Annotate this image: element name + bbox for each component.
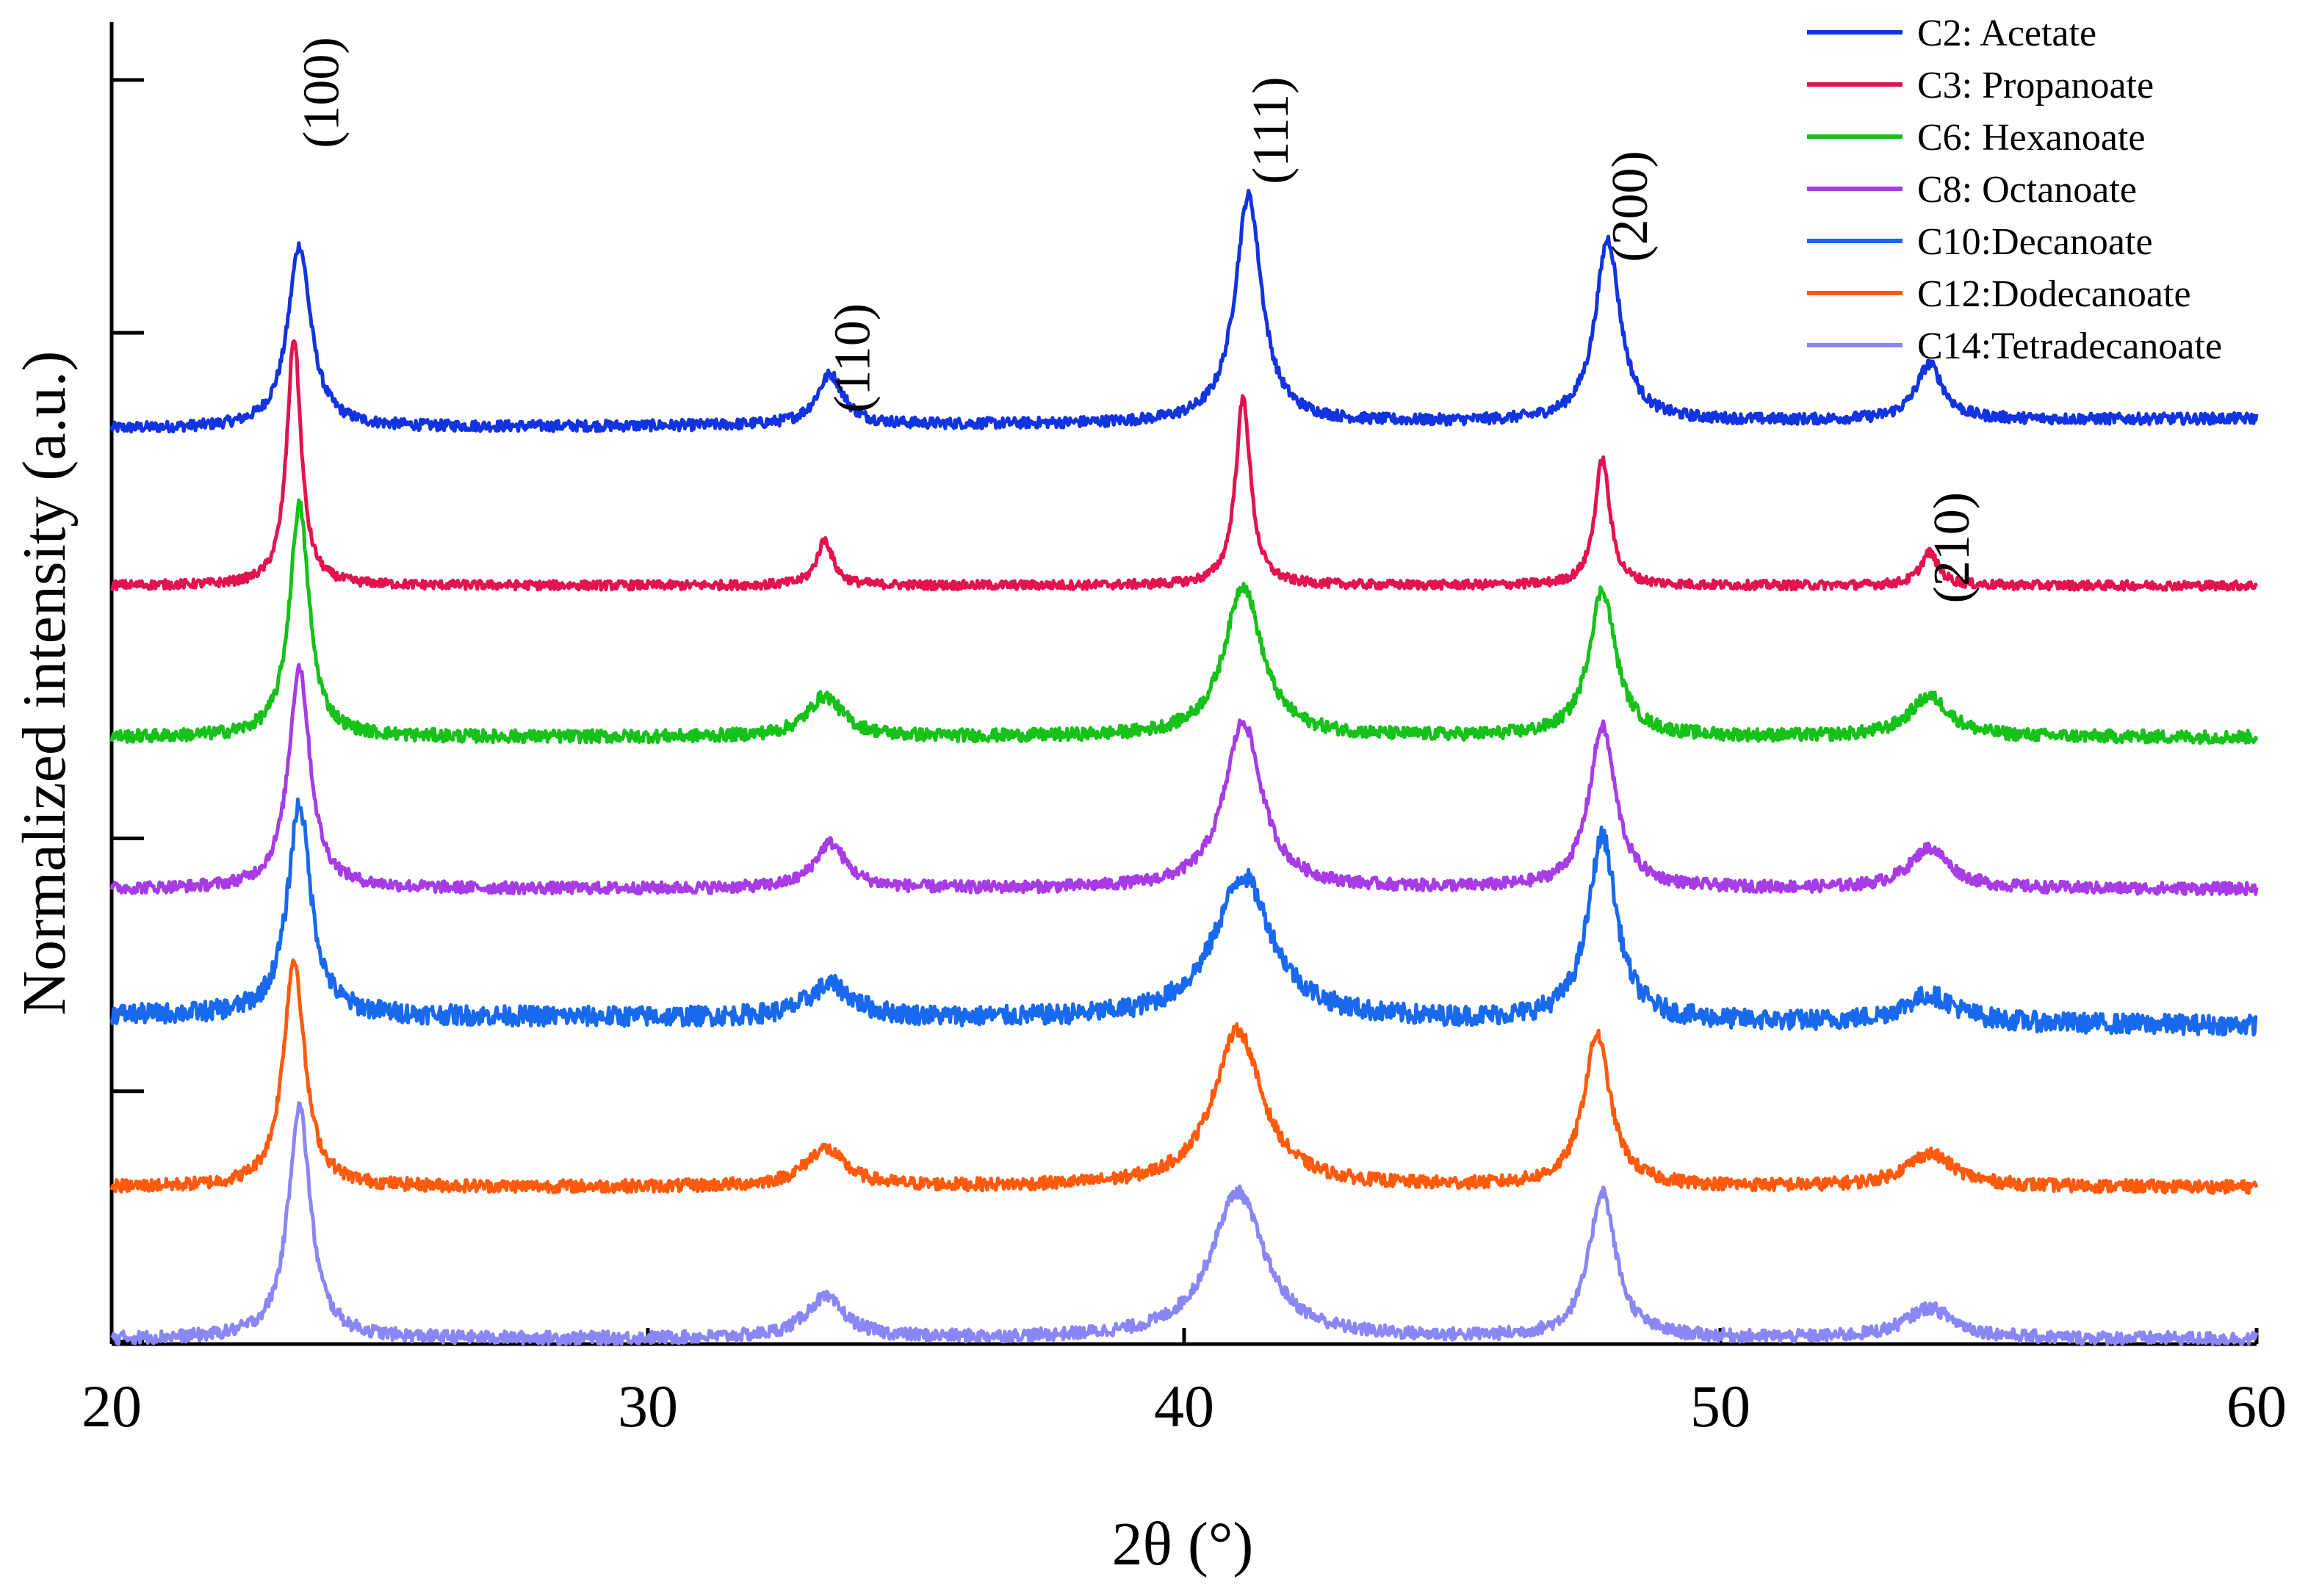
peak-labels: (100) (110) (111) (200) (210) xyxy=(294,37,1980,603)
x-tick-label: 60 xyxy=(2226,1373,2287,1440)
x-tick-label: 30 xyxy=(618,1373,678,1440)
legend-label: C8: Octanoate xyxy=(1917,169,2137,211)
peak-label: (200) xyxy=(1602,151,1659,262)
peak-label: (100) xyxy=(294,37,350,148)
x-tick-label: 50 xyxy=(1690,1373,1750,1440)
series-line-c3-propanoate xyxy=(110,339,2259,592)
series-line-c6-hexanoate xyxy=(109,498,2259,745)
peak-label: (110) xyxy=(824,303,881,413)
series-line-c10-decanoate xyxy=(109,797,2258,1037)
series-line-c2-acetate xyxy=(109,189,2259,434)
series-layer xyxy=(109,189,2259,1346)
y-axis-label: Normalized intensity (a.u.) xyxy=(10,350,79,1015)
legend-label: C14:Tetradecanoate xyxy=(1917,325,2222,367)
legend-label: C6: Hexanoate xyxy=(1917,117,2145,159)
legend-label: C10:Decanoate xyxy=(1917,221,2153,263)
x-tick-label: 20 xyxy=(82,1373,142,1440)
legend-label: C2: Acetate xyxy=(1917,12,2096,54)
peak-label: (210) xyxy=(1924,492,1980,604)
legend: C2: Acetate C3: Propanoate C6: Hexanoate C8… xyxy=(1807,12,2222,367)
series-line-c8-octanoate xyxy=(109,662,2259,897)
legend-label: C3: Propanoate xyxy=(1917,65,2154,106)
x-axis-label: 2θ (°) xyxy=(1112,1510,1254,1578)
legend-label: C12:Dodecanoate xyxy=(1917,273,2191,315)
series-line-c12-dodecanoate xyxy=(109,958,2259,1195)
peak-label: (111) xyxy=(1243,76,1299,184)
series-line-c14-tetradecanoate xyxy=(110,1101,2259,1346)
x-tick-label: 40 xyxy=(1154,1373,1214,1440)
